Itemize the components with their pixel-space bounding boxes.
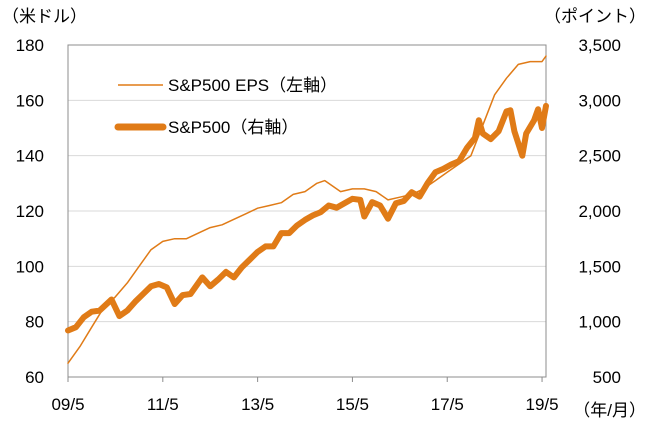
plot-frame bbox=[67, 44, 547, 378]
sp500-line bbox=[65, 102, 549, 334]
x-axis-ticks: 09/5 11/5 13/5 15/5 17/5 19/5 bbox=[51, 377, 559, 414]
left-tick-label: 180 bbox=[16, 36, 44, 55]
x-tick-label: 17/5 bbox=[431, 395, 464, 414]
series-lines bbox=[65, 55, 549, 364]
right-tick-label: 500 bbox=[593, 368, 621, 387]
left-tick-label: 60 bbox=[25, 368, 44, 387]
right-axis-unit: （ポイント） bbox=[544, 7, 646, 26]
legend-label-eps: S&P500 EPS（左軸） bbox=[168, 76, 337, 95]
right-tick-label: 2,500 bbox=[578, 147, 621, 166]
x-tick-label: 15/5 bbox=[336, 395, 369, 414]
right-tick-label: 3,000 bbox=[578, 91, 621, 110]
right-tick-label: 3,500 bbox=[578, 36, 621, 55]
right-tick-label: 1,000 bbox=[578, 313, 621, 332]
x-tick-label: 11/5 bbox=[147, 395, 179, 414]
x-tick-label: 19/5 bbox=[526, 395, 559, 414]
right-tick-label: 1,500 bbox=[578, 257, 621, 276]
left-axis-ticks: 60 80 100 120 140 160 180 bbox=[16, 36, 44, 387]
grid-lines bbox=[68, 99, 546, 323]
right-axis-ticks: 500 1,000 1,500 2,000 2,500 3,000 3,500 bbox=[578, 36, 621, 387]
legend-label-sp500: S&P500（右軸） bbox=[168, 118, 298, 137]
legend: S&P500 EPS（左軸） S&P500（右軸） bbox=[114, 76, 337, 137]
x-axis-unit: （年/月） bbox=[573, 401, 646, 420]
x-tick-label: 13/5 bbox=[241, 395, 274, 414]
x-tick-label: 09/5 bbox=[51, 395, 84, 414]
eps-line bbox=[67, 55, 547, 364]
left-tick-label: 160 bbox=[16, 91, 44, 110]
right-tick-label: 2,000 bbox=[578, 202, 621, 221]
left-tick-label: 80 bbox=[25, 313, 44, 332]
left-tick-label: 120 bbox=[16, 202, 44, 221]
left-axis-unit: （米ドル） bbox=[2, 7, 87, 26]
left-tick-label: 100 bbox=[16, 257, 44, 276]
left-tick-label: 140 bbox=[16, 147, 44, 166]
